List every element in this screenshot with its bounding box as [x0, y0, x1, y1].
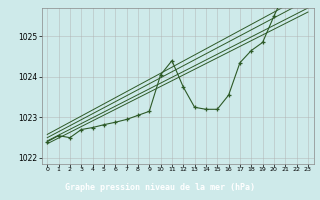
Text: Graphe pression niveau de la mer (hPa): Graphe pression niveau de la mer (hPa) [65, 182, 255, 192]
